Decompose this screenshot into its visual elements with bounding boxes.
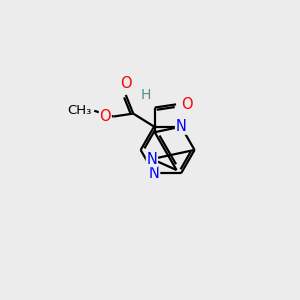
Text: N: N [176,119,187,134]
Text: O: O [100,109,111,124]
Text: N: N [149,166,160,181]
Text: N: N [146,152,157,166]
Text: H: H [140,88,151,102]
Text: CH₃: CH₃ [67,104,91,117]
Text: O: O [181,97,192,112]
Text: O: O [120,76,132,91]
